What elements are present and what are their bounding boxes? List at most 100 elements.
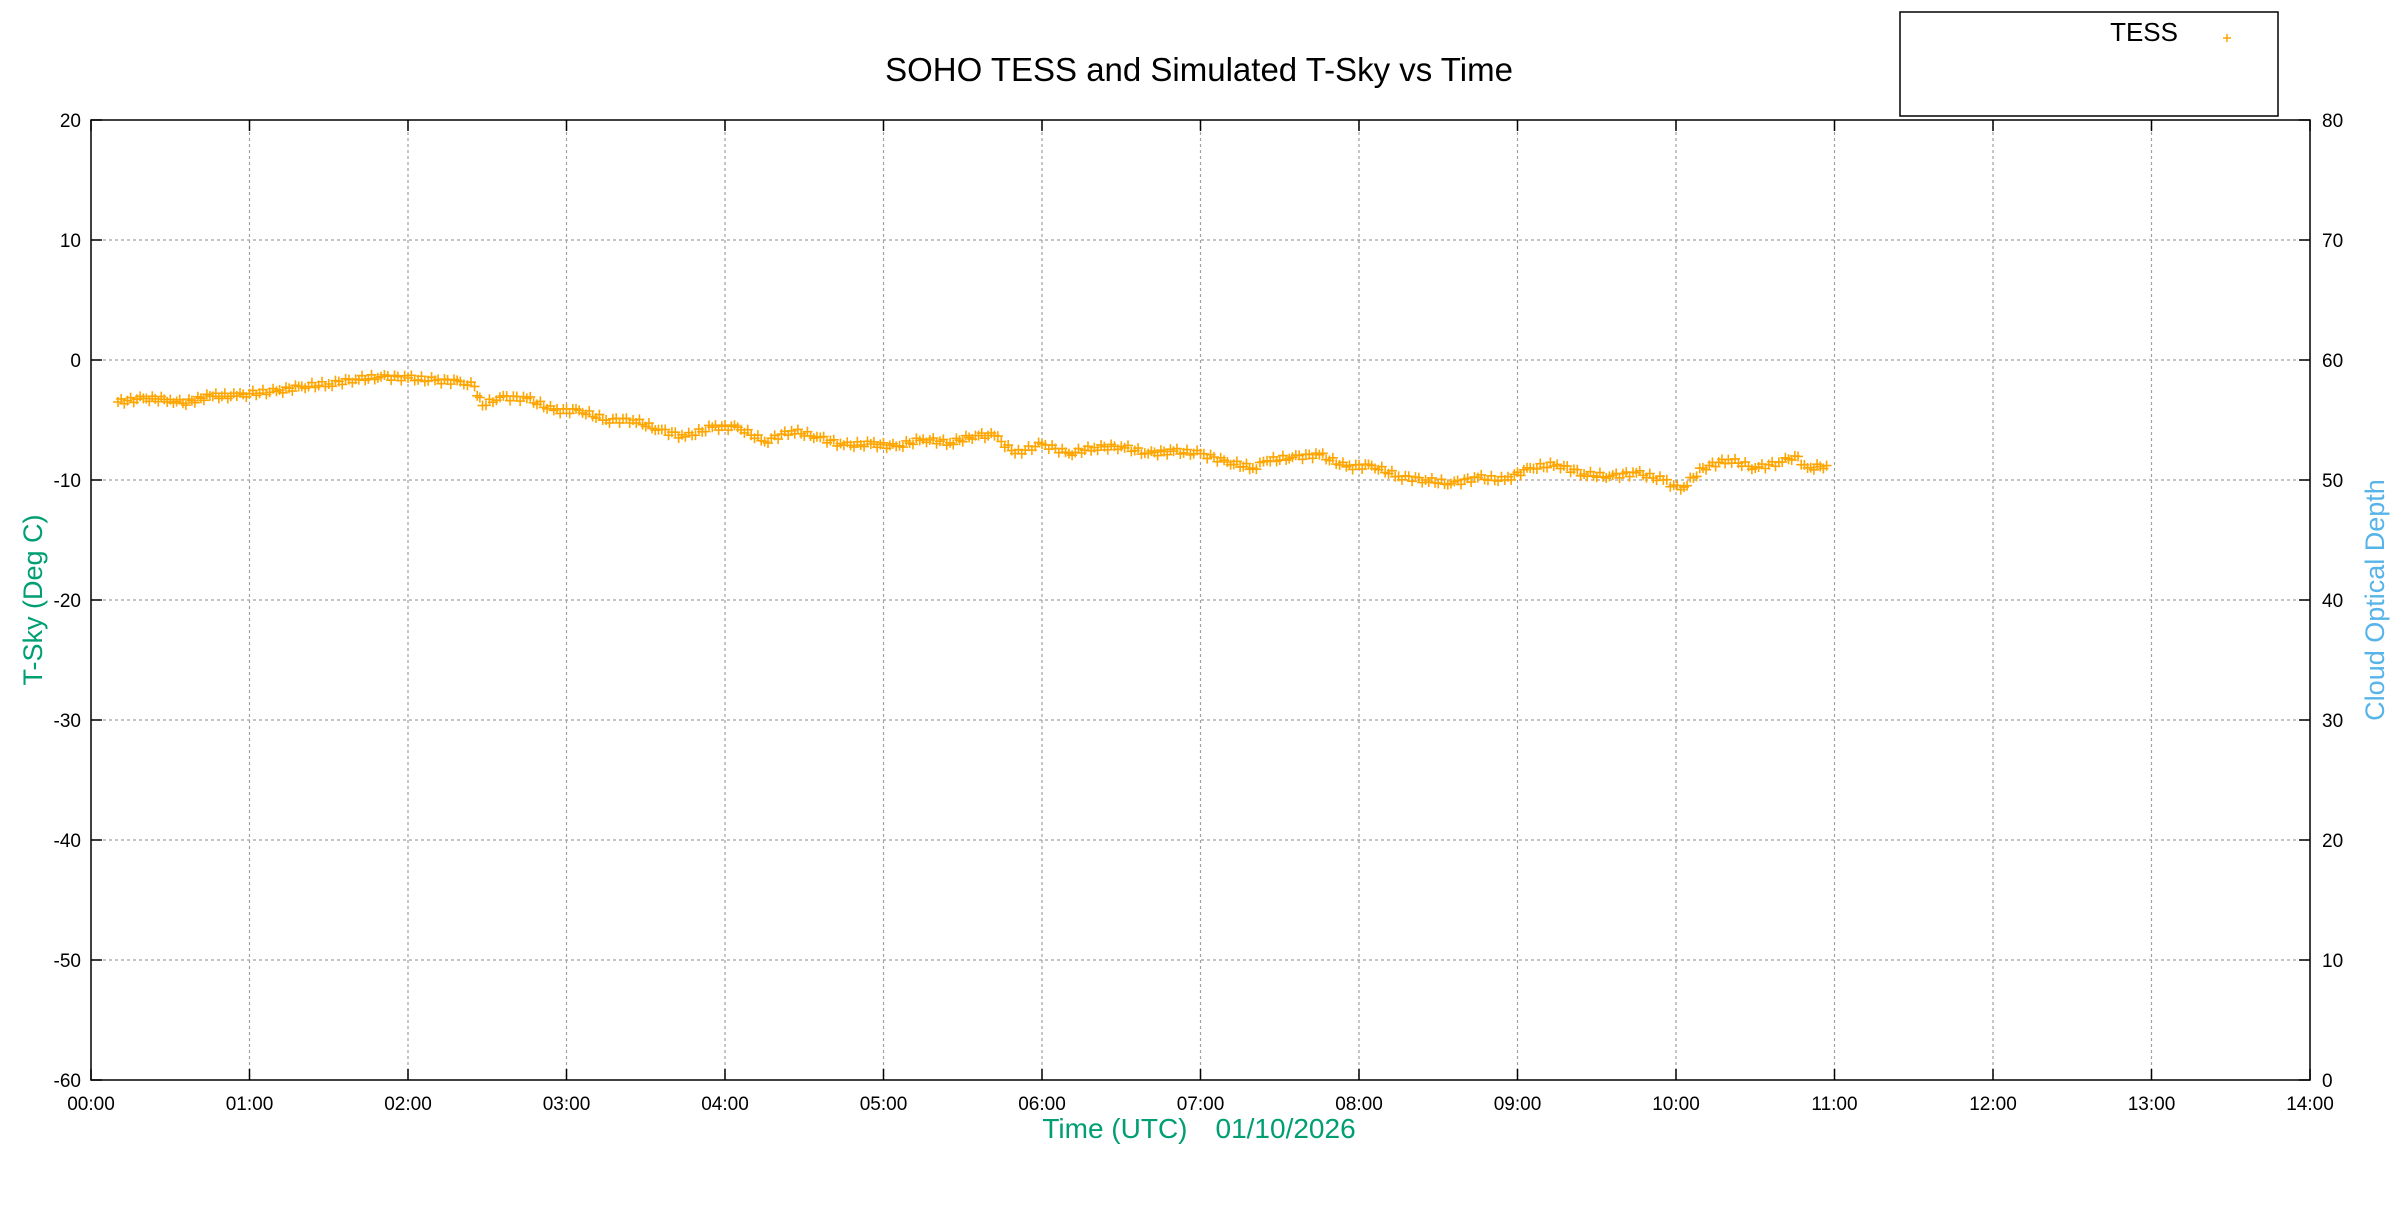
tess-point-interp bbox=[1531, 463, 1542, 474]
tess-point-interp bbox=[1562, 461, 1573, 472]
tess-point-interp bbox=[1241, 458, 1252, 469]
y-tick-label: -20 bbox=[54, 591, 81, 612]
legend-label-tess: TESS bbox=[2110, 17, 2178, 47]
tess-point-interp bbox=[643, 418, 654, 429]
y-tick-label: -40 bbox=[54, 831, 81, 852]
tess-point-interp bbox=[1808, 464, 1819, 475]
tess-point-interp bbox=[337, 379, 348, 390]
y2-tick-label: 10 bbox=[2322, 951, 2343, 972]
tess-point-interp bbox=[976, 427, 987, 438]
y2-tick-label: 80 bbox=[2322, 111, 2343, 132]
tess-point-interp bbox=[327, 381, 338, 392]
y2-tick-label: 50 bbox=[2322, 471, 2343, 492]
grid bbox=[91, 120, 2310, 1080]
tess-point-interp bbox=[1691, 471, 1702, 482]
tess-point-interp bbox=[1506, 474, 1517, 485]
tess-point-interp bbox=[1317, 448, 1328, 459]
tess-point-interp bbox=[828, 434, 839, 445]
tess-point-interp bbox=[416, 371, 427, 382]
tess-point-interp bbox=[594, 409, 605, 420]
tess-point-interp bbox=[480, 400, 491, 411]
tess-point-interp bbox=[1466, 477, 1477, 488]
tess-point-interp bbox=[1152, 450, 1163, 461]
tess-point-interp bbox=[700, 426, 711, 437]
tess-point-interp bbox=[690, 430, 701, 441]
y2-tick-label: 0 bbox=[2322, 1071, 2333, 1092]
tess-point-interp bbox=[878, 437, 889, 448]
y2-tick-label: 70 bbox=[2322, 231, 2343, 252]
x-tick-label: 10:00 bbox=[1652, 1094, 1700, 1115]
tess-point-interp bbox=[277, 387, 288, 398]
tess-point bbox=[1821, 460, 1832, 471]
tess-point-interp bbox=[287, 386, 298, 397]
y-tick-label: 20 bbox=[60, 111, 81, 132]
tess-point-interp bbox=[948, 439, 959, 450]
x-tick-label: 05:00 bbox=[860, 1094, 908, 1115]
tess-point-interp bbox=[897, 442, 908, 453]
y2-tick-label: 30 bbox=[2322, 711, 2343, 732]
y2-tick-label: 40 bbox=[2322, 591, 2343, 612]
tess-point-interp bbox=[752, 430, 763, 441]
x-tick-label: 04:00 bbox=[701, 1094, 749, 1115]
tess-point-interp bbox=[848, 442, 859, 453]
tess-point-interp bbox=[1092, 445, 1103, 456]
tess-point-interp bbox=[1133, 443, 1144, 454]
x-tick-label: 07:00 bbox=[1177, 1094, 1225, 1115]
tess-point-interp bbox=[859, 441, 870, 452]
y2-tick-label: 20 bbox=[2322, 831, 2343, 852]
tess-point-interp bbox=[1376, 461, 1387, 472]
x-tick-label: 09:00 bbox=[1494, 1094, 1542, 1115]
tess-point-interp bbox=[634, 414, 645, 425]
tess-point-interp bbox=[1542, 462, 1553, 473]
x-tick-label: 00:00 bbox=[67, 1094, 115, 1115]
tess-point-interp bbox=[1102, 444, 1113, 455]
legend: TESS bbox=[1899, 11, 2279, 117]
tess-point-interp bbox=[928, 433, 939, 444]
x-tick-label: 11:00 bbox=[1811, 1094, 1857, 1115]
y-axis-label: T-Sky (Deg C) bbox=[18, 514, 48, 685]
tess-point-interp bbox=[908, 439, 919, 450]
ticks: 00:00 01:00 02:00 03:00 04:00 05:00 06:00 07:00… bbox=[54, 111, 2344, 1115]
tess-point-interp bbox=[1515, 470, 1526, 481]
tess-point-interp bbox=[153, 396, 164, 407]
tess-point-interp bbox=[1231, 456, 1242, 467]
tess-point-interp bbox=[1297, 454, 1308, 465]
y-tick-label: -30 bbox=[54, 711, 81, 732]
tess-point-interp bbox=[1386, 465, 1397, 476]
tess-point-interp bbox=[1456, 479, 1467, 490]
x-tick-label: 02:00 bbox=[384, 1094, 432, 1115]
tess-point-interp bbox=[1162, 449, 1173, 460]
legend-box bbox=[1899, 11, 2279, 117]
tess-point-interp bbox=[219, 388, 230, 399]
x-tick-label: 08:00 bbox=[1335, 1094, 1383, 1115]
tess-point-interp bbox=[525, 391, 536, 402]
tess-point-interp bbox=[938, 434, 949, 445]
x-axis-title: Time (UTC) bbox=[1042, 1113, 1187, 1144]
tess-point-interp bbox=[742, 424, 753, 435]
tess-point-interp bbox=[1182, 444, 1193, 455]
tess-point-interp bbox=[1661, 474, 1672, 485]
tess-point-interp bbox=[670, 427, 681, 438]
tess-point-interp bbox=[180, 400, 191, 411]
tess-point-interp bbox=[1793, 451, 1804, 462]
tess-point-interp bbox=[144, 396, 155, 407]
tess-point-interp bbox=[198, 395, 209, 406]
tess-point-interp bbox=[992, 431, 1003, 442]
x-tick-label: 01:00 bbox=[226, 1094, 274, 1115]
tess-points bbox=[112, 369, 1832, 495]
tess-point-interp bbox=[1251, 464, 1262, 475]
tess-point-interp bbox=[1003, 440, 1014, 451]
tess-point-interp bbox=[535, 396, 546, 407]
x-tick-label: 06:00 bbox=[1018, 1094, 1066, 1115]
x-axis-date: 01/10/2026 bbox=[1216, 1113, 1356, 1144]
tess-point-interp bbox=[1327, 452, 1338, 463]
tess-point-interp bbox=[406, 370, 417, 381]
tess-point bbox=[469, 381, 480, 392]
tess-point-interp bbox=[1307, 453, 1318, 464]
tess-point-interp bbox=[660, 424, 671, 435]
y-tick-label: 0 bbox=[70, 351, 81, 372]
y-tick-label: -60 bbox=[54, 1071, 81, 1092]
tess-point-interp bbox=[1572, 464, 1583, 475]
y2-tick-label: 60 bbox=[2322, 351, 2343, 372]
